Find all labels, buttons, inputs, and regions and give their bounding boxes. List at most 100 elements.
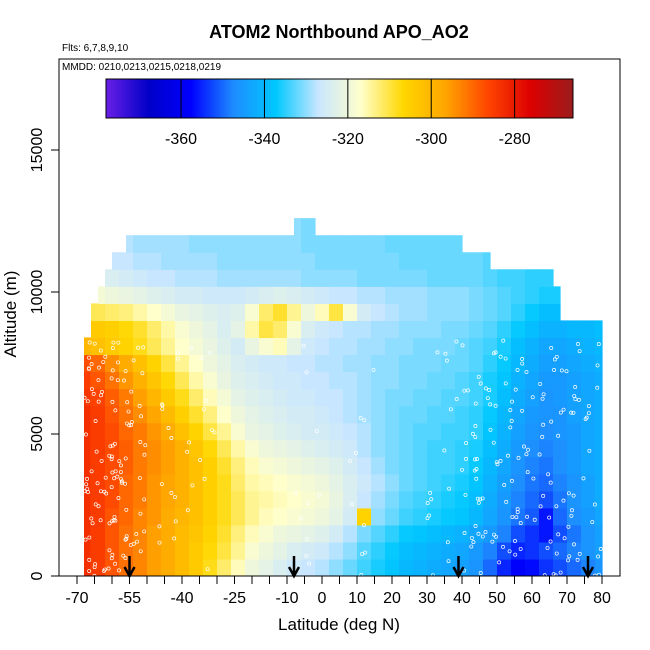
- sample-point: [120, 479, 124, 484]
- heatmap-cell: [315, 388, 330, 407]
- heatmap-cell: [147, 473, 162, 492]
- heatmap-cell: [413, 286, 428, 304]
- heatmap-cell: [90, 422, 106, 441]
- sample-point: [520, 361, 525, 366]
- heatmap-cell: [301, 507, 316, 526]
- heatmap-cell: [259, 235, 274, 253]
- sample-point: [571, 410, 576, 415]
- heatmap-cell: [441, 337, 456, 356]
- heatmap-cell: [469, 252, 484, 270]
- sample-point: [446, 559, 451, 564]
- heatmap-cell: [483, 456, 498, 475]
- heatmap-cell: [497, 524, 512, 543]
- sample-point: [577, 551, 582, 556]
- sample-point: [501, 338, 506, 343]
- heatmap-cell: [385, 354, 400, 373]
- heatmap-cell: [357, 235, 372, 253]
- heatmap-cell: [483, 303, 498, 321]
- heatmap-cell: [469, 371, 484, 390]
- heatmap-cell: [427, 354, 442, 373]
- sample-point: [314, 429, 319, 434]
- heatmap-cell: [175, 490, 190, 509]
- sample-point: [111, 340, 116, 345]
- heatmap-cell: [581, 422, 596, 441]
- y-axis: 0 5000 10000 15000: [29, 128, 59, 580]
- sample-point: [109, 454, 114, 459]
- sample-point: [122, 378, 126, 383]
- heatmap-cell: [329, 388, 344, 407]
- heatmap-cell: [217, 320, 232, 339]
- heatmap-cell: [595, 439, 603, 458]
- sample-point: [198, 458, 203, 462]
- heatmap-cell: [371, 252, 386, 270]
- heatmap-cell: [357, 405, 372, 424]
- heatmap-cell: [105, 490, 120, 509]
- sample-point: [471, 431, 475, 436]
- sample-point: [464, 441, 469, 446]
- heatmap-cell: [497, 371, 512, 390]
- sample-point: [123, 456, 128, 461]
- heatmap-cell: [301, 235, 316, 253]
- heatmap-cell: [105, 286, 120, 304]
- heatmap-cell: [427, 269, 442, 287]
- heatmap-cell: [161, 269, 176, 287]
- heatmap-cell: [511, 269, 526, 287]
- heatmap-cell: [231, 269, 246, 287]
- heatmap-cell: [119, 269, 134, 287]
- heatmap-cell: [553, 371, 568, 390]
- heatmap-cell: [455, 422, 470, 441]
- sample-point: [87, 569, 92, 573]
- sample-point: [96, 399, 101, 404]
- heatmap-cell: [259, 405, 274, 424]
- sample-point: [526, 447, 530, 452]
- sample-point: [509, 478, 514, 483]
- heatmap-cell: [469, 456, 484, 475]
- heatmap-cell: [343, 252, 358, 270]
- sample-point: [518, 521, 523, 525]
- sample-point: [109, 556, 114, 561]
- x-tick-label: -55: [118, 590, 141, 607]
- heatmap-cell: [147, 388, 162, 407]
- heatmap-cell: [343, 405, 358, 424]
- heatmap-cell: [469, 303, 484, 321]
- sample-point: [443, 351, 448, 356]
- sample-point: [597, 572, 602, 576]
- heatmap-cell: [343, 524, 358, 543]
- heatmap-cell: [483, 541, 498, 560]
- heatmap-cell: [259, 507, 274, 526]
- sample-point: [85, 399, 90, 404]
- heatmap-cell: [441, 235, 456, 253]
- sample-point: [102, 567, 107, 572]
- heatmap-cell: [189, 354, 204, 373]
- heatmap-cell: [441, 439, 456, 458]
- heatmap-cell: [441, 422, 456, 441]
- heatmap-cell: [567, 524, 582, 543]
- heatmap-cell: [469, 405, 484, 424]
- heatmap-cell: [133, 337, 148, 356]
- heatmap-cell: [273, 456, 288, 475]
- sample-point: [595, 363, 600, 368]
- heatmap-cell: [329, 320, 344, 339]
- sample-point: [84, 482, 89, 487]
- heatmap-cell: [161, 388, 176, 407]
- heatmap-cell: [217, 235, 232, 253]
- sample-point: [348, 459, 352, 464]
- sample-point: [502, 482, 507, 487]
- heatmap-cell: [203, 541, 218, 560]
- sample-point: [363, 550, 368, 555]
- heatmap-cell: [399, 422, 414, 441]
- heatmap-cell: [455, 507, 470, 526]
- heatmap-cell: [259, 269, 274, 287]
- heatmap-cell: [175, 388, 190, 407]
- sample-point: [488, 427, 493, 432]
- heatmap-cell: [245, 490, 260, 509]
- heatmap-cell: [217, 507, 232, 526]
- sample-point: [169, 436, 174, 440]
- sample-point: [185, 508, 190, 513]
- heatmap-cell: [161, 235, 176, 253]
- heatmap-cell: [287, 371, 302, 390]
- heatmap-cell: [357, 490, 372, 509]
- heatmap-cell: [189, 303, 204, 321]
- heatmap-cell: [84, 354, 91, 373]
- heatmap-cell: [217, 541, 232, 560]
